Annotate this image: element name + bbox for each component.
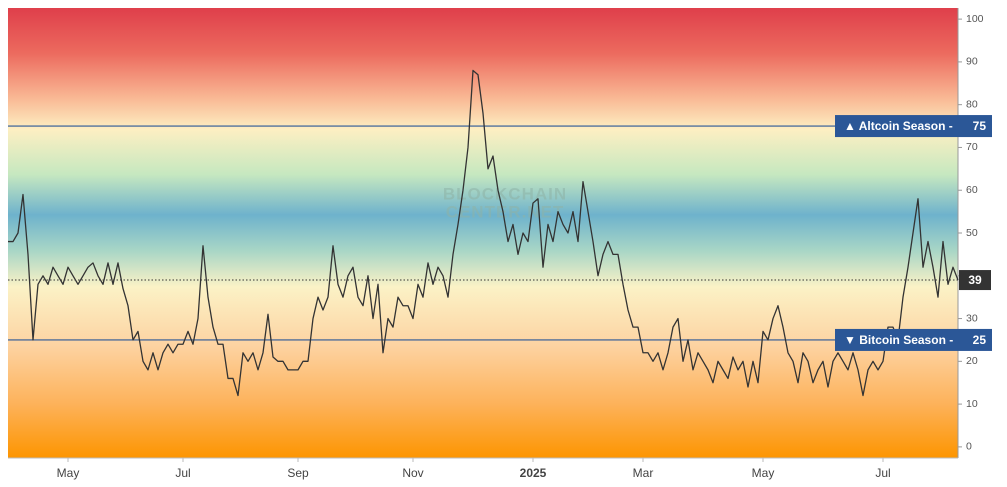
y-tick-label: 70 [966, 141, 978, 153]
x-tick-label: 2025 [520, 466, 547, 480]
threshold-box [835, 115, 992, 138]
y-tick-label: 30 [966, 312, 978, 324]
y-tick-label: 10 [966, 398, 978, 410]
x-tick-label: Jul [175, 466, 190, 480]
threshold-value: 25 [973, 333, 987, 347]
y-tick-label: 50 [966, 227, 978, 239]
threshold-badge: ▲ Altcoin Season - 75 [835, 115, 992, 138]
y-tick-label: 0 [966, 441, 972, 453]
watermark: CENTER.NET [446, 202, 565, 221]
plot-background [8, 8, 958, 458]
threshold-badge: ▼ Bitcoin Season - 25 [835, 328, 992, 351]
x-tick-label: May [57, 466, 80, 480]
threshold-label: ▲ Altcoin Season - [844, 119, 953, 133]
y-tick-label: 60 [966, 184, 978, 196]
watermark: BLOCKCHAIN [443, 184, 567, 203]
series-line [8, 69, 959, 397]
threshold-value: 75 [973, 119, 987, 133]
y-tick-label: 90 [966, 56, 978, 68]
y-tick-label: 80 [966, 98, 978, 110]
x-tick-label: May [752, 466, 775, 480]
x-tick-label: Sep [287, 466, 309, 480]
y-tick-label: 20 [966, 355, 978, 367]
x-tick-label: Nov [402, 466, 423, 480]
y-tick-label: 100 [966, 13, 984, 25]
x-tick-label: Jul [875, 466, 890, 480]
current-value-box [959, 270, 991, 291]
threshold-box [835, 328, 992, 351]
current-value-label: 39 [968, 273, 982, 287]
threshold-label: ▼ Bitcoin Season - [844, 333, 953, 347]
x-tick-label: Mar [633, 466, 654, 480]
